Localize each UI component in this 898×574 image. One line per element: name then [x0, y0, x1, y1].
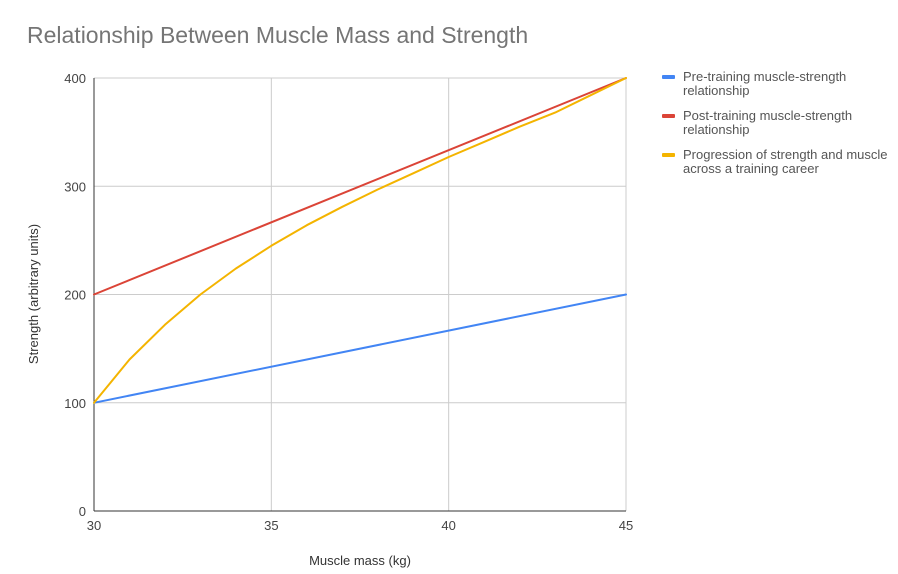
y-tick-label: 100 — [64, 396, 86, 411]
legend-item-1: Pre-training muscle-strength relationshi… — [662, 70, 892, 98]
legend-label: Progression of strength and muscle acros… — [683, 147, 888, 176]
legend-label: Post-training muscle-strength relationsh… — [683, 108, 853, 137]
y-tick-label: 400 — [64, 71, 86, 86]
legend-swatch — [662, 153, 675, 157]
legend-swatch — [662, 114, 675, 118]
y-axis-label: Strength (arbitrary units) — [26, 224, 41, 364]
tick-labels: 0 100 200 300 400 30 35 40 45 — [64, 71, 633, 533]
x-tick-label: 30 — [87, 518, 101, 533]
x-tick-label: 35 — [264, 518, 278, 533]
x-tick-label: 40 — [441, 518, 455, 533]
y-tick-label: 300 — [64, 179, 86, 194]
legend-label: Pre-training muscle-strength relationshi… — [683, 69, 847, 98]
y-tick-label: 0 — [79, 504, 86, 519]
series-lines — [93, 77, 627, 404]
chart-title: Relationship Between Muscle Mass and Str… — [27, 22, 529, 48]
legend-swatch — [662, 75, 675, 79]
grid-lines — [94, 77, 627, 511]
legend: Pre-training muscle-strength relationshi… — [662, 70, 892, 187]
y-tick-label: 200 — [64, 288, 86, 303]
legend-item-3: Progression of strength and muscle acros… — [662, 148, 892, 176]
series-line-3 — [93, 77, 627, 404]
x-axis-label: Muscle mass (kg) — [309, 553, 411, 568]
series-line-1 — [93, 293, 627, 404]
legend-item-2: Post-training muscle-strength relationsh… — [662, 109, 892, 137]
x-tick-label: 45 — [619, 518, 633, 533]
series-line-2 — [93, 77, 627, 296]
